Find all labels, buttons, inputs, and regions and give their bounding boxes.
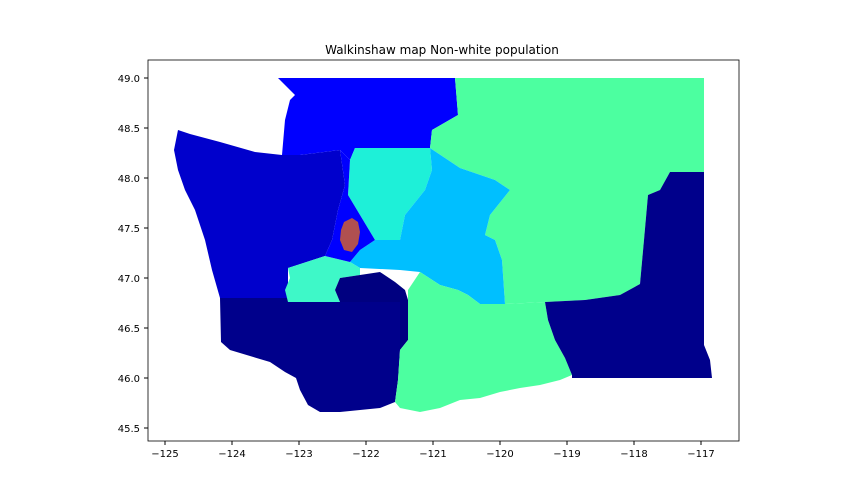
x-tick-label: −123 bbox=[285, 449, 312, 460]
x-tick-label: −122 bbox=[352, 449, 379, 460]
x-tick-label: −120 bbox=[486, 449, 513, 460]
region-northeast bbox=[430, 78, 704, 304]
x-tick-label: −121 bbox=[419, 449, 446, 460]
y-tick-label: 49.0 bbox=[118, 74, 140, 85]
map-regions bbox=[174, 78, 712, 412]
y-tick-label: 47.5 bbox=[118, 224, 140, 235]
region-south-green bbox=[395, 272, 572, 412]
y-tick-label: 46.5 bbox=[118, 324, 140, 335]
y-tick-label: 45.5 bbox=[118, 424, 140, 435]
region-south-central bbox=[335, 272, 408, 350]
region-seattle bbox=[340, 218, 360, 252]
region-central-skyblue bbox=[350, 148, 510, 304]
region-puget-blue bbox=[325, 150, 375, 262]
x-axis: −125 −124 −123 −122 −121 −120 −119 −118 … bbox=[151, 441, 715, 460]
region-northwest bbox=[174, 130, 345, 298]
y-axis: 49.0 48.5 48.0 47.5 47.0 46.5 46.0 45.5 bbox=[118, 74, 148, 435]
chart-title: Walkinshaw map Non-white population bbox=[325, 43, 559, 57]
region-north bbox=[278, 78, 458, 160]
y-tick-label: 46.0 bbox=[118, 374, 140, 385]
x-tick-label: −117 bbox=[687, 449, 714, 460]
y-tick-label: 48.5 bbox=[118, 124, 140, 135]
region-central-aqua bbox=[348, 148, 432, 240]
y-tick-label: 47.0 bbox=[118, 274, 140, 285]
x-tick-label: −119 bbox=[553, 449, 580, 460]
x-tick-label: −124 bbox=[218, 449, 245, 460]
x-tick-label: −125 bbox=[151, 449, 178, 460]
y-tick-label: 48.0 bbox=[118, 174, 140, 185]
region-southwest-aqua bbox=[285, 256, 360, 302]
region-southwest bbox=[220, 298, 400, 412]
region-southeast bbox=[545, 172, 712, 378]
x-tick-label: −118 bbox=[620, 449, 647, 460]
